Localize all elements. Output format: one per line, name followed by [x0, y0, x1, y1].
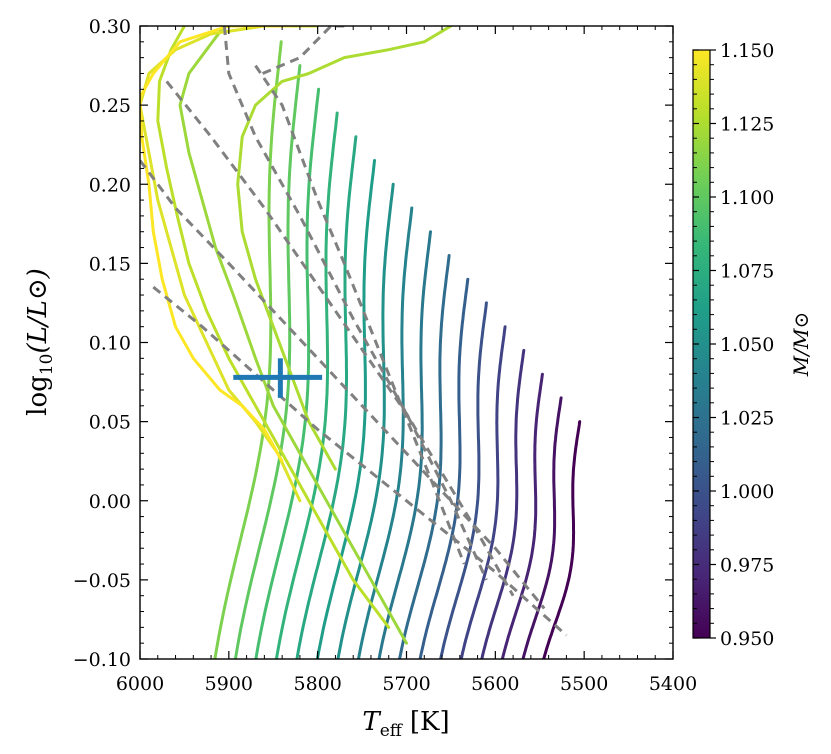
colorbar-tick-label: 1.150	[720, 40, 774, 62]
track-mass-0.96	[521, 396, 563, 659]
x-tick-label: 5900	[205, 673, 253, 695]
y-tick-label: 0.05	[89, 412, 131, 434]
isochrone-2	[140, 159, 546, 610]
colorbar-tick-label: 1.075	[720, 261, 774, 283]
x-tick-label: 5500	[560, 673, 608, 695]
track-mass-1.11	[213, 40, 283, 659]
track-mass-0.95	[542, 420, 582, 659]
track-mass-0.97	[500, 372, 544, 659]
colorbar: 0.950 0.975 1.000 1.025 1.050 1.075 1.100 1.125…	[692, 40, 813, 650]
x-tick-labels: 6000 5900 5800 5700 5600 5500 5400	[116, 673, 697, 695]
track-mass-1.01	[418, 277, 470, 659]
y-axis-label: log10(L/L⊙)	[23, 268, 57, 416]
y-tick-label: −0.05	[73, 570, 131, 592]
x-tick-label: 5800	[293, 673, 341, 695]
isochrone-6	[262, 26, 345, 75]
isochrones	[140, 26, 568, 637]
evolution-tracks	[140, 26, 582, 659]
colorbar-tick-label: 0.950	[720, 628, 774, 650]
x-axis-label: Teff [K]	[362, 707, 449, 741]
y-tick-labels: −0.10 −0.05 0.00 0.05 0.10 0.15 0.20 0.25 0.30	[73, 16, 131, 671]
isochrone-3	[165, 80, 515, 597]
colorbar-tick-label: 0.975	[720, 555, 774, 577]
track-mass-1.09	[254, 87, 321, 659]
x-tick-label: 5700	[382, 673, 430, 695]
track-mass-1	[439, 301, 488, 659]
track-mass-1.02	[397, 254, 451, 659]
track-mass-1.125	[236, 26, 453, 471]
colorbar-ticks: 0.950 0.975 1.000 1.025 1.050 1.075 1.100 1.125…	[693, 40, 774, 650]
x-tick-label: 5400	[649, 673, 697, 695]
y-tick-label: 0.15	[89, 253, 131, 275]
colorbar-tick-label: 1.100	[720, 187, 774, 209]
y-tick-label: 0.30	[89, 16, 131, 38]
track-mass-1.06	[315, 159, 376, 659]
track-mass-0.98	[480, 348, 526, 659]
track-mass-0.99	[459, 325, 507, 659]
y-tick-label: 0.10	[89, 333, 131, 355]
y-tick-label: 0.00	[89, 491, 131, 513]
track-mass-1.12	[178, 26, 408, 645]
observation-errorbar	[233, 358, 323, 398]
track-mass-1.07	[295, 135, 358, 659]
track-mass-1.13	[156, 26, 391, 629]
plot-area	[140, 26, 582, 659]
x-tick-label: 6000	[116, 673, 164, 695]
y-tick-label: −0.10	[73, 649, 131, 671]
x-tick-label: 5600	[471, 673, 519, 695]
colorbar-tick-label: 1.125	[720, 114, 774, 136]
colorbar-tick-label: 1.050	[720, 334, 774, 356]
track-mass-1.15	[140, 26, 293, 463]
colorbar-label: M/M⊙	[789, 312, 813, 377]
track-mass-1.04	[356, 206, 414, 659]
isochrone-1	[152, 285, 568, 637]
colorbar-tick-label: 1.000	[720, 481, 774, 503]
colorbar-tick-label: 1.025	[720, 408, 774, 430]
y-tick-label: 0.20	[89, 174, 131, 196]
track-mass-1.08	[274, 111, 339, 659]
y-tick-label: 0.25	[89, 95, 131, 117]
axis-ticks	[139, 25, 674, 660]
isochrone-5	[254, 64, 466, 565]
isochrone-4	[222, 26, 488, 581]
